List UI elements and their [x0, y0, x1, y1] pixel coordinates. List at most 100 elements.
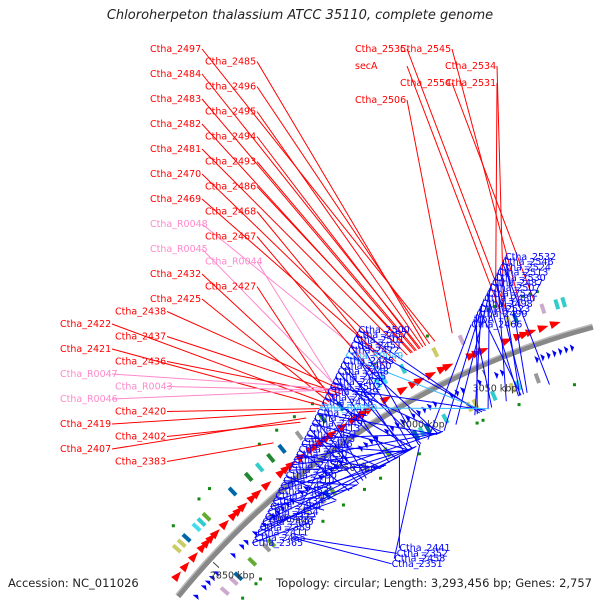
feature-block — [227, 486, 238, 497]
leader-line — [290, 449, 411, 466]
leader-line — [324, 396, 414, 449]
gene-label: Ctha_2534 — [445, 61, 496, 72]
feature-block — [228, 576, 239, 586]
gene-label: Ctha_2478 — [281, 481, 332, 492]
gene-label: Ctha_2469 — [150, 194, 201, 205]
marker-dot — [275, 428, 279, 432]
gene-label: Ctha_2523 — [479, 304, 530, 315]
forward-gene-arrow — [251, 489, 262, 500]
feature-block — [294, 430, 304, 441]
gene-label: Ctha_2535 — [355, 44, 406, 55]
leader-line — [283, 480, 357, 486]
gene-label: secA — [355, 61, 378, 72]
marker-dot — [321, 519, 325, 523]
leader-line — [451, 48, 521, 306]
leader-line — [111, 373, 348, 391]
leader-line — [262, 456, 399, 523]
gene-label: Ctha_2487 — [492, 278, 543, 289]
leader-line — [201, 198, 391, 365]
gene-label: Ctha_2402 — [115, 432, 166, 443]
gene-label: Ctha_2433 — [288, 465, 339, 476]
gene-label: Ctha_2427 — [205, 282, 256, 293]
forward-gene-arrow — [209, 528, 220, 540]
gene-label: Ctha_2499 — [476, 309, 527, 320]
leader-line — [308, 428, 360, 485]
leader-line — [478, 308, 522, 396]
leader-line — [319, 407, 490, 410]
leader-line — [166, 408, 320, 412]
gene-label: Ctha_2439 — [327, 387, 378, 398]
forward-gene-arrow — [179, 561, 190, 573]
gene-label: Ctha_2383 — [115, 457, 166, 468]
leader-line — [473, 319, 493, 408]
reverse-gene-arrow — [212, 571, 219, 577]
leader-line — [201, 123, 412, 354]
tick-mark — [337, 451, 343, 459]
leader-line — [256, 86, 430, 345]
leader-line — [201, 248, 344, 394]
leader-line — [256, 111, 424, 348]
gene-label: Ctha_2470 — [150, 169, 201, 180]
leader-line — [280, 430, 444, 487]
gene-label: Ctha_2475 — [333, 377, 384, 388]
feature-block — [277, 443, 287, 455]
gene-label: Ctha_2554 — [400, 78, 451, 89]
reverse-gene-arrow — [454, 389, 460, 397]
gene-label: Ctha_2352 — [397, 548, 448, 559]
forward-gene-arrow — [537, 325, 549, 333]
reverse-gene-arrow — [569, 344, 575, 352]
reverse-gene-arrow — [426, 403, 432, 411]
leader-line — [427, 324, 472, 440]
leader-line — [254, 445, 417, 539]
gene-label: Ctha_2435 — [335, 372, 386, 383]
gene-label: Ctha_2421 — [60, 344, 111, 355]
forward-gene-arrow — [171, 571, 182, 583]
feature-block — [553, 298, 561, 310]
forward-gene-arrow — [260, 481, 272, 492]
marker-dot — [528, 292, 532, 296]
leader-line — [288, 465, 384, 471]
leader-line — [406, 99, 453, 334]
gene-label: Ctha_2407 — [60, 444, 111, 455]
gene-label: Ctha_2413 — [309, 424, 360, 435]
leader-line — [499, 267, 521, 396]
gene-label: Ctha_2434 — [273, 496, 324, 507]
gene-label: Ctha_2418 — [322, 398, 373, 409]
marker-dot — [517, 403, 521, 407]
leader-line — [270, 487, 353, 508]
leader-line — [291, 537, 392, 565]
marker-dot — [417, 452, 421, 456]
gene-label: Ctha_R0048 — [150, 219, 208, 230]
gene-label: Ctha_2454 — [268, 507, 319, 518]
marker-dot — [341, 503, 345, 507]
gene-label: Ctha_2483 — [150, 94, 201, 105]
reverse-gene-arrow — [459, 386, 465, 395]
leader-line — [256, 286, 333, 401]
feature-block — [560, 296, 568, 308]
feature-block — [196, 517, 207, 527]
leader-line — [474, 303, 483, 416]
leader-line — [201, 173, 396, 362]
leader-line — [256, 186, 413, 353]
gene-label: Ctha_2417 — [314, 413, 365, 424]
leader-line — [316, 412, 438, 435]
marker-dot — [258, 577, 262, 581]
gene-label: Ctha_2545 — [400, 44, 451, 55]
feature-block — [254, 462, 265, 473]
leader-line — [337, 371, 409, 452]
gene-label: Ctha_2482 — [150, 119, 201, 130]
backbone-arc — [176, 324, 594, 599]
tick-label: 2850 kbp — [210, 571, 255, 582]
feature-block — [373, 377, 382, 389]
feature-block — [266, 452, 276, 464]
gene-label: Ctha_2522 — [487, 288, 538, 299]
leader-line — [355, 334, 420, 446]
forward-gene-arrow — [187, 552, 198, 563]
reverse-gene-arrow — [362, 441, 368, 449]
leader-line — [406, 65, 502, 314]
leader-line — [251, 522, 309, 544]
leader-line — [353, 339, 483, 413]
gene-label: Ctha_2432 — [150, 269, 201, 280]
reverse-gene-arrow — [242, 539, 249, 546]
